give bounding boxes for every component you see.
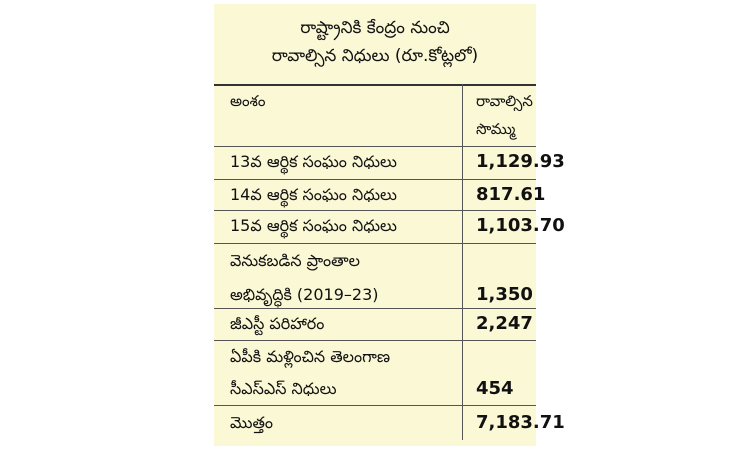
row-divider (214, 308, 536, 309)
header-item: అంశం (230, 92, 266, 110)
row-amount: 1,103.70 (476, 215, 565, 236)
row-divider (214, 179, 536, 180)
row-label: 15వ ఆర్థిక సంఘం నిధులు (230, 216, 397, 235)
row-label: జీఎస్టీ పరిహారం (230, 314, 325, 333)
row-divider (214, 405, 536, 406)
row-amount: 1,350 (476, 284, 533, 305)
row-amount: 2,247 (476, 313, 533, 334)
header-bottom-rule (214, 146, 536, 147)
row-amount: 1,129.93 (476, 151, 565, 172)
row-label-line-2: సీఎస్‌ఎస్ నిధులు (230, 379, 337, 398)
row-divider (214, 210, 536, 211)
header-top-rule (214, 84, 536, 86)
row-label-line-2: అభివృద్ధికి (2019–23) (230, 285, 379, 304)
row-label: 14వ ఆర్థిక సంఘం నిధులు (230, 185, 397, 204)
header-amount-line-1: రావాల్సిన (476, 92, 533, 110)
row-label: 13వ ఆర్థిక సంఘం నిధులు (230, 152, 397, 171)
title-line-2: రావాల్సిన నిధులు (రూ.కోట్లలో) (271, 46, 479, 66)
row-label-line-1: ఏపీకి మళ్లించిన తెలంగాణ (230, 347, 391, 366)
column-divider (462, 84, 463, 440)
title-line-1: రాష్ట్రానికి కేంద్రం నుంచి (300, 18, 450, 38)
row-divider (214, 340, 536, 341)
funds-table-card: రాష్ట్రానికి కేంద్రం నుంచి రావాల్సిన నిధ… (214, 4, 565, 446)
row-amount: 817.61 (476, 184, 546, 205)
total-label: మొత్తం (230, 413, 274, 432)
header-amount-line-2: సొమ్ము (476, 120, 516, 138)
row-label-line-1: వెనుకబడిన ప్రాంతాల (230, 251, 360, 270)
row-amount: 454 (476, 378, 514, 399)
total-amount: 7,183.71 (476, 412, 565, 433)
row-divider (214, 243, 536, 244)
table-title: రాష్ట్రానికి కేంద్రం నుంచి రావాల్సిన నిధ… (214, 14, 536, 70)
